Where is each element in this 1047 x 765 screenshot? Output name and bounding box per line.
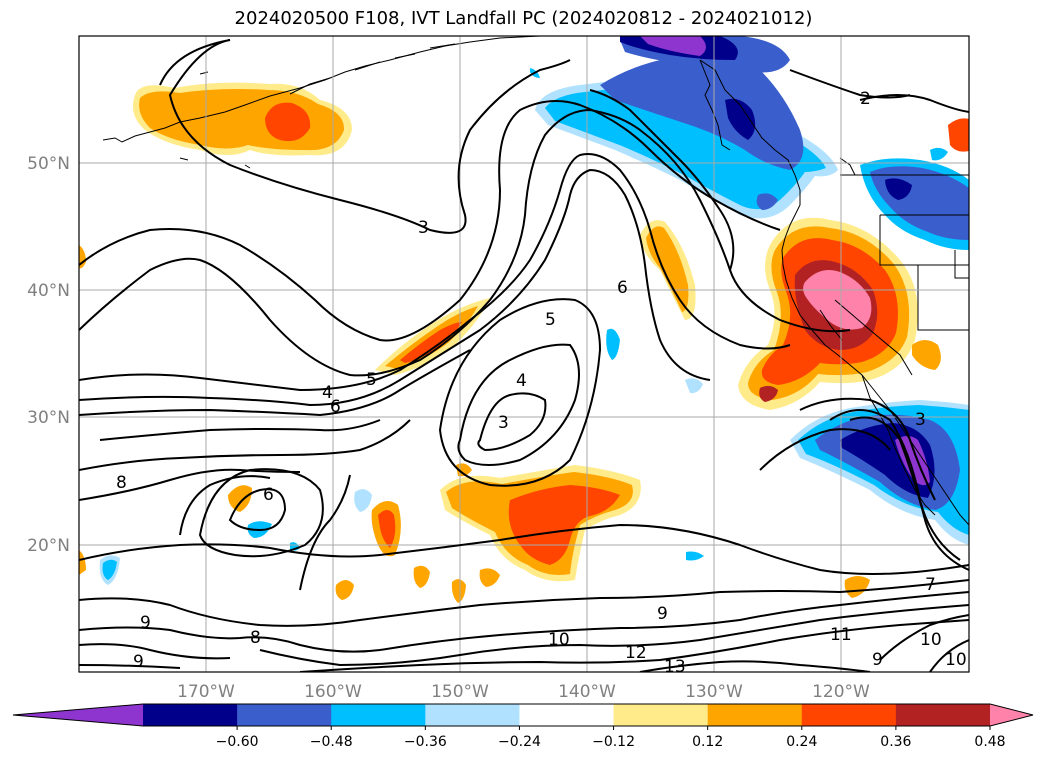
- contour-label: 5: [366, 370, 377, 390]
- contour-label: 10: [945, 650, 967, 670]
- colorbar-segment: [237, 704, 332, 726]
- colorbar-ticks: −0.60 −0.48 −0.36 −0.24 −0.12 0.12 0.24 0.36 0.4…: [216, 726, 1006, 750]
- contour-label: 8: [250, 628, 261, 648]
- colorbar-segment: [895, 704, 991, 726]
- colorbar-tick-label: 0.24: [786, 734, 817, 750]
- contour-label: 4: [516, 371, 527, 391]
- contour-label: 9: [657, 604, 668, 624]
- contour-label: 9: [140, 613, 151, 633]
- lon-label-150w: 150°W: [431, 682, 489, 702]
- lat-label-50n: 50°N: [27, 154, 70, 174]
- map-title: 2024020500 F108, IVT Landfall PC (202402…: [234, 8, 813, 29]
- colorbar-segment: [519, 704, 615, 726]
- latitude-axis: 50°N 40°N 30°N 20°N: [27, 154, 70, 556]
- colorbar-tick-label: 0.12: [692, 734, 723, 750]
- colorbar-outline: [12, 703, 1034, 727]
- lon-label-120w: 120°W: [812, 682, 870, 702]
- colorbar-segment: [801, 704, 897, 726]
- colorbar-extend-low: [13, 704, 143, 726]
- map-frame: [78, 35, 970, 673]
- contour-label: 4: [322, 383, 333, 403]
- contour-label: 6: [330, 397, 341, 417]
- contour-label-group: 2 3 4 5 6 3 4 5 6 8 6 8 9 9 10 12 13 11 …: [116, 89, 967, 677]
- contour-label: 8: [116, 473, 127, 493]
- contour-label: 9: [872, 650, 883, 670]
- contour-label: 7: [925, 575, 936, 595]
- contour-label: 3: [418, 218, 429, 238]
- colorbar-segment: [613, 704, 709, 726]
- contour-label: 10: [920, 630, 942, 650]
- colorbar-tick-label: −0.60: [216, 734, 259, 750]
- contour-label: 5: [545, 310, 556, 330]
- longitude-axis: 170°W 160°W 150°W 140°W 130°W 120°W: [177, 682, 870, 702]
- contour-label: 6: [263, 485, 274, 505]
- lon-label-140w: 140°W: [558, 682, 616, 702]
- contour-label: 6: [617, 278, 628, 298]
- colorbar-segment: [425, 704, 520, 726]
- lat-label-30n: 30°N: [27, 408, 70, 428]
- lon-label-130w: 130°W: [685, 682, 743, 702]
- ivt-contours: [79, 39, 969, 672]
- colorbar: [12, 703, 1034, 727]
- contour-label: 3: [915, 410, 926, 430]
- colorbar-tick-label: −0.24: [498, 734, 541, 750]
- contour-label: 3: [498, 413, 509, 433]
- contour-label: 9: [133, 652, 144, 672]
- lat-label-40n: 40°N: [27, 281, 70, 301]
- lon-label-160w: 160°W: [304, 682, 362, 702]
- positive-anomaly-patches: [79, 82, 969, 603]
- contour-label: 12: [625, 643, 647, 663]
- colorbar-tick-label: 0.48: [974, 734, 1005, 750]
- colorbar-tick-label: −0.12: [592, 734, 635, 750]
- colorbar-segment: [331, 704, 426, 726]
- contour-label: 10: [548, 630, 570, 650]
- colorbar-tick-label: 0.36: [880, 734, 911, 750]
- colorbar-extend-high: [990, 704, 1033, 726]
- contour-label: 13: [664, 657, 686, 677]
- colorbar-segment: [707, 704, 803, 726]
- colorbar-tick-label: −0.48: [310, 734, 353, 750]
- colorbar-segment: [143, 704, 238, 726]
- contour-label: 2: [860, 89, 871, 109]
- lat-label-20n: 20°N: [27, 536, 70, 556]
- coastlines: [102, 36, 969, 526]
- lon-label-170w: 170°W: [177, 682, 235, 702]
- colorbar-tick-label: −0.36: [404, 734, 447, 750]
- contour-label: 11: [830, 625, 852, 645]
